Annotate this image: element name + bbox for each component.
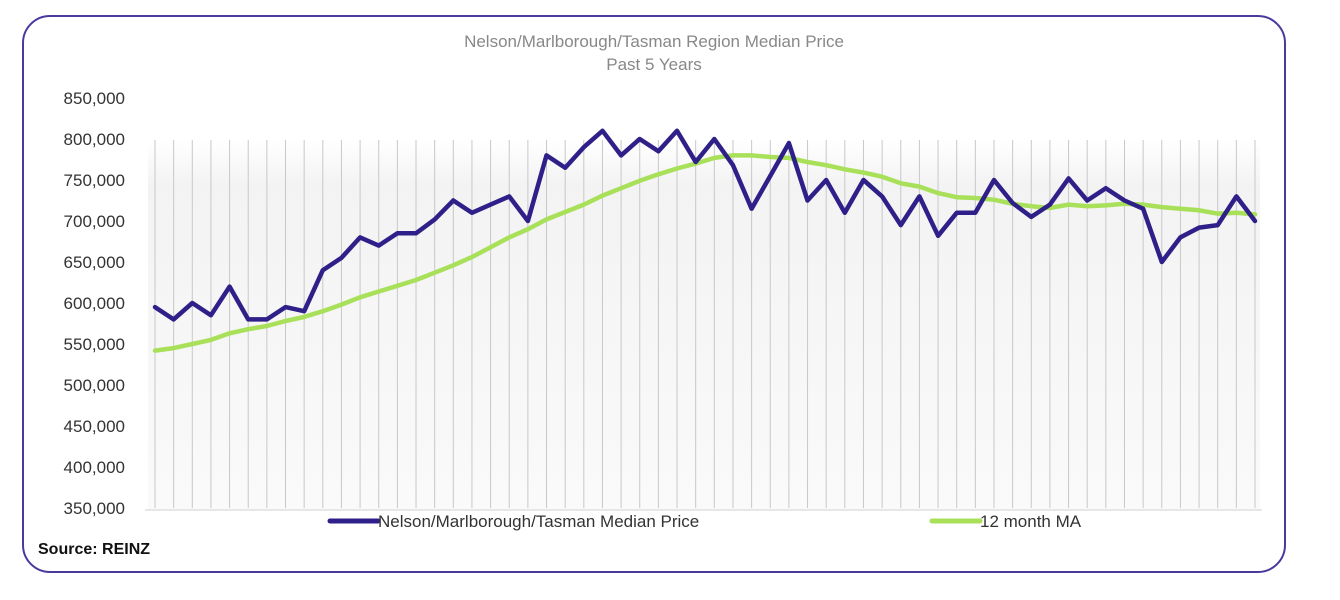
- chart-subtitle: Past 5 Years: [606, 55, 701, 74]
- y-tick-label: 450,000: [64, 417, 125, 436]
- y-tick-label: 850,000: [64, 89, 125, 108]
- y-tick-label: 650,000: [64, 253, 125, 272]
- legend-median-price-label: Nelson/Marlborough/Tasman Median Price: [378, 512, 699, 531]
- series-group: [152, 128, 1258, 353]
- y-tick-label: 750,000: [64, 171, 125, 190]
- plot-background: [148, 140, 1260, 510]
- y-tick-label: 350,000: [64, 499, 125, 518]
- y-tick-label: 500,000: [64, 376, 125, 395]
- y-tick-label: 700,000: [64, 212, 125, 231]
- y-tick-label: 400,000: [64, 458, 125, 477]
- y-tick-label: 550,000: [64, 335, 125, 354]
- moving-average-line: [152, 153, 1258, 353]
- chart-title: Nelson/Marlborough/Tasman Region Median …: [464, 32, 844, 51]
- median-price-line: [152, 128, 1258, 322]
- y-axis: 350,000 400,000 450,000 500,000 550,000 600,0…: [64, 89, 125, 518]
- legend-moving-average-label: 12 month MA: [980, 512, 1082, 531]
- legend: Nelson/Marlborough/Tasman Median Price 12…: [327, 512, 1082, 531]
- source-note: Source: REINZ: [38, 541, 151, 558]
- y-tick-label: 600,000: [64, 294, 125, 313]
- y-tick-label: 800,000: [64, 130, 125, 149]
